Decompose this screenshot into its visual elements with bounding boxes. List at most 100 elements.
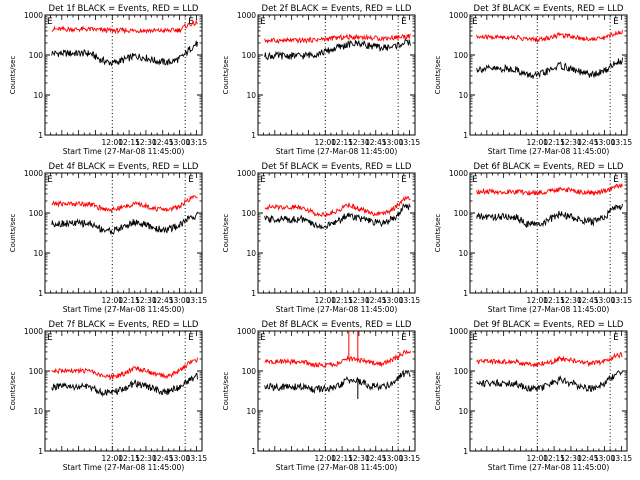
y-tick-label: 100 bbox=[454, 51, 469, 60]
y-tick-label: 1 bbox=[251, 131, 256, 140]
x-tick-label: 13:15 bbox=[399, 138, 421, 147]
y-tick-label: 1 bbox=[38, 131, 43, 140]
x-tick-label: 12:00 bbox=[101, 138, 123, 147]
corner-mark: E bbox=[401, 17, 407, 27]
series-lld-line bbox=[51, 195, 198, 214]
x-axis-label: Start Time (27-Mar-08 11:45:00) bbox=[488, 147, 610, 156]
x-tick-label: 12:15 bbox=[118, 454, 140, 463]
x-tick-label: 12:45 bbox=[577, 296, 599, 305]
panel-8: Det 8f BLACK = Events, RED = LLD 1 10 100 10… bbox=[222, 320, 420, 472]
corner-mark: E bbox=[472, 175, 478, 185]
series-lld-line bbox=[476, 183, 623, 197]
series-events-line bbox=[264, 202, 411, 230]
y-tick-label: 1 bbox=[251, 447, 256, 456]
plot-frame bbox=[469, 330, 628, 452]
plot-frame bbox=[257, 14, 416, 136]
y-tick-label: 1000 bbox=[24, 11, 43, 20]
x-tick-label: 12:00 bbox=[526, 296, 548, 305]
y-tick-label: 1000 bbox=[237, 11, 256, 20]
x-tick-label: 12:30 bbox=[560, 296, 582, 305]
x-tick-label: 12:15 bbox=[543, 296, 565, 305]
corner-mark: E bbox=[472, 17, 478, 27]
y-tick-label: 10 bbox=[246, 407, 256, 416]
x-axis-label: Start Time (27-Mar-08 11:45:00) bbox=[63, 147, 185, 156]
x-axis-label: Start Time (27-Mar-08 11:45:00) bbox=[63, 305, 185, 314]
corner-mark: E bbox=[47, 17, 53, 27]
x-tick-label: 12:30 bbox=[135, 454, 157, 463]
corner-mark: E bbox=[472, 333, 478, 343]
y-tick-label: 1000 bbox=[449, 11, 468, 20]
corner-mark: E bbox=[188, 333, 194, 343]
series-lld-line bbox=[264, 33, 411, 44]
y-tick-label: 100 bbox=[242, 209, 257, 218]
x-axis-label: Start Time (27-Mar-08 11:45:00) bbox=[276, 147, 398, 156]
y-tick-label: 100 bbox=[454, 367, 469, 376]
x-tick-label: 12:30 bbox=[560, 138, 582, 147]
x-tick-label: 12:45 bbox=[365, 138, 387, 147]
y-tick-label: 1000 bbox=[449, 327, 468, 336]
corner-mark: E bbox=[260, 175, 266, 185]
panel-title: Det 4f BLACK = Events, RED = LLD bbox=[49, 162, 199, 172]
x-tick-label: 13:15 bbox=[186, 454, 208, 463]
y-tick-label: 1000 bbox=[237, 169, 256, 178]
panel-9: Det 9f BLACK = Events, RED = LLD 1 10 100 10… bbox=[434, 320, 632, 472]
x-tick-label: 13:00 bbox=[594, 454, 616, 463]
x-tick-label: 13:15 bbox=[611, 138, 633, 147]
y-tick-label: 10 bbox=[33, 249, 43, 258]
y-axis-label: Counts/sec bbox=[434, 214, 442, 253]
y-tick-label: 1000 bbox=[24, 169, 43, 178]
panel-title: Det 5f BLACK = Events, RED = LLD bbox=[262, 162, 412, 172]
x-tick-label: 12:30 bbox=[135, 296, 157, 305]
x-tick-label: 12:00 bbox=[314, 454, 336, 463]
panel-title: Det 6f BLACK = Events, RED = LLD bbox=[474, 162, 624, 172]
y-axis-label: Counts/sec bbox=[9, 214, 17, 253]
x-tick-label: 13:00 bbox=[169, 296, 191, 305]
panel-6: Det 6f BLACK = Events, RED = LLD 1 10 100 10… bbox=[434, 162, 632, 314]
series-lld-line bbox=[51, 357, 198, 381]
y-tick-label: 10 bbox=[458, 407, 468, 416]
panel-1: Det 1f BLACK = Events, RED = LLD 1 10 100 10… bbox=[9, 4, 207, 156]
y-tick-label: 1 bbox=[463, 131, 468, 140]
x-tick-label: 12:00 bbox=[314, 296, 336, 305]
x-axis-label: Start Time (27-Mar-08 11:45:00) bbox=[488, 305, 610, 314]
y-tick-label: 1000 bbox=[449, 169, 468, 178]
panel-title: Det 2f BLACK = Events, RED = LLD bbox=[262, 4, 412, 14]
series-events-line bbox=[476, 57, 623, 79]
x-tick-label: 12:15 bbox=[331, 138, 353, 147]
x-tick-label: 13:15 bbox=[186, 138, 208, 147]
plot-frame bbox=[469, 14, 628, 136]
y-tick-label: 100 bbox=[242, 367, 257, 376]
x-tick-label: 13:00 bbox=[594, 296, 616, 305]
series-lld-line bbox=[476, 29, 623, 43]
x-tick-label: 13:00 bbox=[382, 454, 404, 463]
y-axis-label: Counts/sec bbox=[222, 214, 230, 253]
x-tick-label: 13:00 bbox=[382, 296, 404, 305]
corner-mark: E bbox=[47, 175, 53, 185]
plot-frame bbox=[257, 330, 416, 452]
y-tick-label: 10 bbox=[33, 91, 43, 100]
y-tick-label: 1 bbox=[38, 447, 43, 456]
corner-mark: E bbox=[260, 17, 266, 27]
y-tick-label: 10 bbox=[33, 407, 43, 416]
panel-title: Det 1f BLACK = Events, RED = LLD bbox=[49, 4, 199, 14]
series-events-line bbox=[51, 211, 198, 235]
series-events-line bbox=[476, 203, 623, 229]
series-events-line bbox=[264, 369, 411, 394]
x-tick-label: 12:15 bbox=[118, 138, 140, 147]
x-tick-label: 12:15 bbox=[543, 138, 565, 147]
series-events-line bbox=[51, 372, 198, 398]
x-tick-label: 12:30 bbox=[348, 296, 370, 305]
series-lld-line bbox=[51, 19, 198, 35]
y-axis-label: Counts/sec bbox=[9, 56, 17, 95]
y-tick-label: 10 bbox=[458, 249, 468, 258]
panel-2: Det 2f BLACK = Events, RED = LLD 1 10 100 10… bbox=[222, 4, 420, 156]
x-tick-label: 13:00 bbox=[594, 138, 616, 147]
x-tick-label: 13:15 bbox=[399, 296, 421, 305]
x-tick-label: 13:15 bbox=[611, 454, 633, 463]
y-tick-label: 1 bbox=[463, 447, 468, 456]
x-tick-label: 12:00 bbox=[101, 296, 123, 305]
series-events-line bbox=[51, 40, 198, 67]
y-axis-label: Counts/sec bbox=[222, 56, 230, 95]
corner-mark: E bbox=[188, 17, 194, 27]
